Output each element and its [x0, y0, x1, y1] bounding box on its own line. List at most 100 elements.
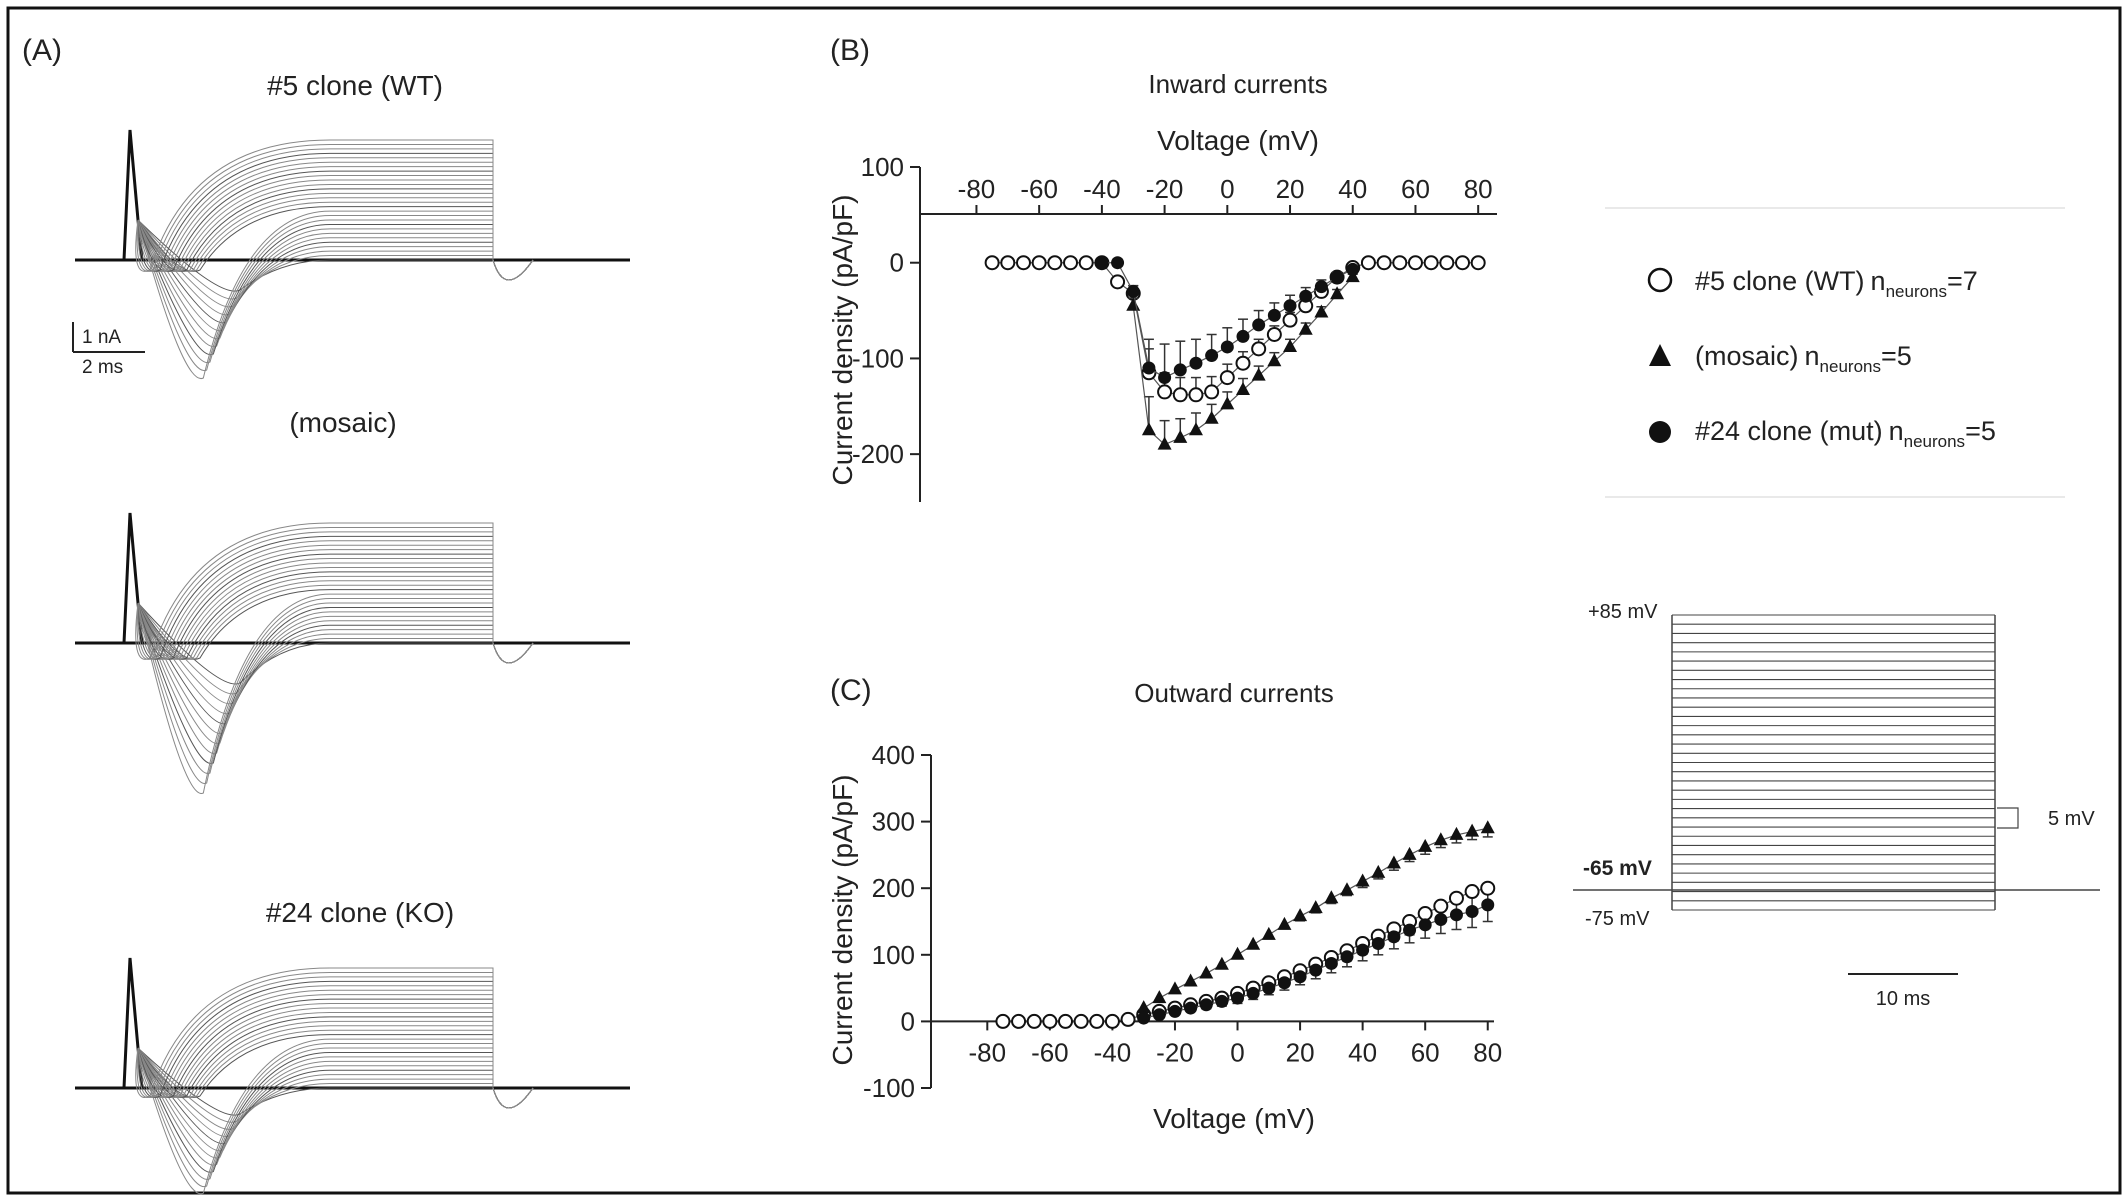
legend-marker-filled-circle: [1649, 421, 1671, 443]
legend-entry-mut: #24 clone (mut) nneurons=5: [1649, 416, 1996, 451]
trace-title-ko: #24 clone (KO): [266, 897, 454, 928]
legend: #5 clone (WT) nneurons=7 (mosaic) nneurons…: [1605, 207, 2065, 498]
data-point-filled-circle: [1262, 981, 1276, 995]
data-point-open-circle: [1063, 255, 1079, 271]
data-point-filled-triangle: [1339, 882, 1354, 896]
y-tick-label: 400: [872, 740, 915, 770]
data-point-filled-triangle: [1267, 353, 1282, 367]
data-point-filled-circle: [1142, 361, 1156, 375]
data-point-filled-circle: [1173, 363, 1187, 377]
data-point-open-circle: [1089, 1013, 1105, 1029]
legend-n-value: =5: [1965, 416, 1996, 446]
data-point-filled-circle: [1246, 986, 1260, 1000]
protocol-step-bracket-top: [1997, 807, 2019, 818]
data-point-filled-circle: [1095, 256, 1109, 270]
trace-title-wt: #5 clone (WT): [267, 70, 443, 101]
legend-n-prefix: n: [1889, 416, 1904, 446]
data-point-filled-circle: [1299, 289, 1313, 303]
legend-series-name: #5 clone (WT): [1695, 266, 1865, 296]
x-tick-label: -40: [1083, 174, 1121, 204]
data-point-filled-circle: [1371, 936, 1385, 950]
y-tick-label: -100: [863, 1073, 915, 1103]
data-point-open-circle: [1110, 274, 1126, 290]
data-point-open-circle: [1235, 355, 1251, 371]
data-point-filled-triangle: [1433, 832, 1448, 846]
legend-entry-text: (mosaic) nneurons=5: [1695, 341, 1912, 376]
data-point-filled-circle: [1168, 1004, 1182, 1018]
data-point-open-circle: [1376, 255, 1392, 271]
data-point-filled-triangle: [1220, 396, 1235, 410]
figure-border: [6, 6, 2122, 1195]
data-point-open-circle: [1480, 880, 1496, 896]
legend-n-prefix: n: [1871, 266, 1886, 296]
data-point-filled-triangle: [1152, 990, 1167, 1004]
data-point-filled-triangle: [1418, 838, 1433, 852]
data-point-open-circle: [1031, 255, 1047, 271]
legend-n-sub: neurons: [1904, 432, 1965, 451]
data-point-filled-triangle: [1355, 873, 1370, 887]
panel-c: (C) Outward currents Voltage (mV) Curren…: [827, 674, 1502, 1134]
data-point-filled-circle: [1293, 970, 1307, 984]
current-traces-mosaic: [75, 512, 630, 794]
data-point-filled-circle: [1126, 284, 1140, 298]
legend-series-name: (mosaic): [1695, 341, 1799, 371]
data-point-open-circle: [1282, 312, 1298, 328]
legend-entry-text: #24 clone (mut) nneurons=5: [1695, 416, 1996, 451]
data-point-filled-circle: [1220, 340, 1234, 354]
data-point-filled-circle: [1205, 349, 1219, 363]
scale-bar-time-label: 2 ms: [82, 357, 123, 378]
data-point-filled-circle: [1387, 930, 1401, 944]
data-point-filled-circle: [1481, 898, 1495, 912]
data-point-filled-triangle: [1293, 908, 1308, 922]
data-point-filled-circle: [1277, 976, 1291, 990]
legend-marker-filled-triangle: [1649, 344, 1671, 366]
data-point-filled-triangle: [1157, 436, 1172, 450]
data-point-filled-triangle: [1188, 422, 1203, 436]
chart-c-plot: 400 300 200 100 0 -100 -80 -60 -40 -20 0 20 40 60 80: [863, 740, 1502, 1103]
y-tick-label: 100: [861, 152, 904, 182]
data-point-filled-triangle: [1261, 926, 1276, 940]
x-tick-label: 40: [1338, 174, 1367, 204]
data-point-open-circle: [1078, 255, 1094, 271]
data-point-filled-circle: [1111, 256, 1125, 270]
data-point-open-circle: [1448, 890, 1464, 906]
data-point-open-circle: [1470, 255, 1486, 271]
protocol-hold-label: -65 mV: [1583, 857, 1652, 880]
data-point-open-circle: [1057, 1013, 1073, 1029]
legend-entry-mosaic: (mosaic) nneurons=5: [1649, 341, 1912, 376]
data-point-filled-circle: [1283, 299, 1297, 313]
data-point-filled-triangle: [1402, 846, 1417, 860]
data-point-open-circle: [1392, 255, 1408, 271]
current-trace: [135, 967, 534, 1109]
protocol-step-bracket-bottom: [1997, 818, 2019, 829]
y-tick-label: 0: [890, 248, 904, 278]
scale-bar-current-label: 1 nA: [82, 327, 121, 348]
data-point-open-circle: [1455, 255, 1471, 271]
data-point-open-circle: [1104, 1013, 1120, 1029]
data-point-filled-triangle: [1199, 965, 1214, 979]
data-point-open-circle: [1360, 255, 1376, 271]
current-traces-ko: [75, 957, 630, 1195]
panel-b-label: (B): [830, 34, 870, 67]
x-tick-label: -40: [1094, 1037, 1132, 1067]
panel-a-label: (A): [22, 34, 62, 67]
data-point-filled-circle: [1449, 908, 1463, 922]
y-tick-label: -200: [852, 439, 904, 469]
data-point-open-circle: [1417, 906, 1433, 922]
chart-c-ylabel: Current density (pA/pF): [827, 775, 858, 1066]
data-point-open-circle: [1251, 341, 1267, 357]
data-point-open-circle: [1172, 387, 1188, 403]
panel-a: (A) #5 clone (WT) (mosaic) #24 clone (KO…: [22, 34, 630, 1195]
data-point-filled-triangle: [1235, 382, 1250, 396]
x-tick-label: 40: [1348, 1037, 1377, 1067]
data-point-filled-triangle: [1183, 973, 1198, 987]
data-point-filled-circle: [1252, 318, 1266, 332]
data-point-filled-circle: [1199, 998, 1213, 1012]
data-point-filled-triangle: [1173, 429, 1188, 443]
data-point-filled-triangle: [1298, 321, 1313, 335]
data-point-filled-circle: [1314, 280, 1328, 294]
current-trace: [135, 139, 534, 281]
data-point-filled-circle: [1403, 923, 1417, 937]
data-point-filled-triangle: [1308, 900, 1323, 914]
